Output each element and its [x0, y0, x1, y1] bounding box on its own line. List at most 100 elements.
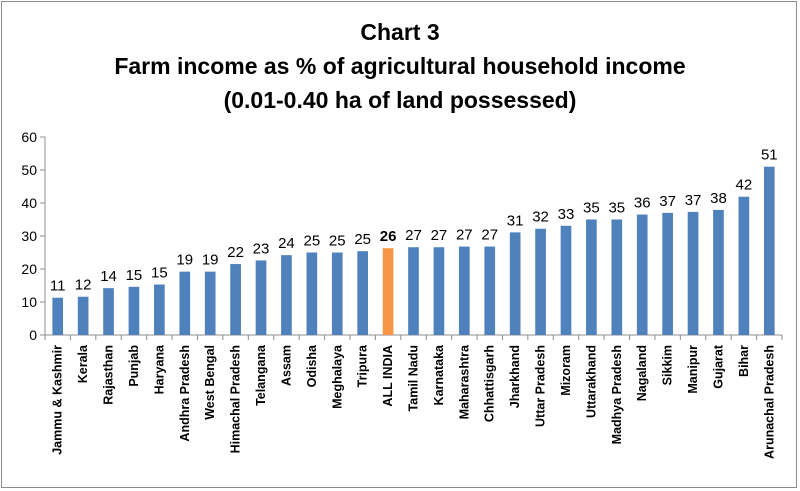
- y-axis: 0 10 20 30 40 50 60: [21, 129, 46, 343]
- bar: [484, 246, 496, 335]
- x-tick-label: Jammu & Kashmir: [51, 345, 65, 455]
- bar: [306, 252, 318, 335]
- x-tick-label: Kerala: [76, 344, 90, 383]
- x-tick-label: Himachal Pradesh: [229, 345, 243, 453]
- data-label: 19: [176, 252, 193, 269]
- x-tick-label: Tripura: [356, 344, 370, 387]
- x-tick-label: Tamil Nadu: [407, 345, 421, 411]
- x-tick-label: Meghalaya: [330, 344, 344, 409]
- bar: [179, 271, 191, 335]
- bar: [738, 196, 750, 335]
- x-tick-label: Bihar: [737, 345, 751, 377]
- chart-title-line-3: (0.01-0.40 ha of land possessed): [224, 87, 577, 113]
- x-tick-label: Mizoram: [559, 345, 573, 396]
- x-tick-label: Haryana: [152, 344, 166, 394]
- x-tick-label: Rajasthan: [102, 345, 116, 405]
- x-tick-label: Andhra Pradesh: [178, 345, 192, 442]
- data-label: 26: [380, 228, 397, 245]
- x-tick-label: Assam: [279, 345, 293, 386]
- x-tick-label: Nagaland: [635, 345, 649, 401]
- bar: [763, 166, 775, 335]
- data-label: 15: [126, 267, 143, 284]
- x-tick-label: Gujarat: [711, 344, 725, 389]
- x-tick-label: ALL INDIA: [381, 345, 395, 407]
- bar: [255, 260, 267, 335]
- x-tick-label: Telangana: [254, 344, 268, 406]
- bar: [281, 255, 292, 335]
- bar: [535, 228, 546, 335]
- y-tick-label: 20: [21, 261, 37, 277]
- data-label: 25: [354, 231, 371, 248]
- bar: [230, 264, 241, 335]
- chart-title-line-2: Farm income as % of agricultural househo…: [114, 53, 685, 79]
- bar: [560, 225, 572, 335]
- x-tick-label: Uttar Pradesh: [534, 345, 548, 427]
- x-tick-label: Sikkim: [661, 345, 675, 385]
- bar: [408, 247, 419, 335]
- bar: [77, 296, 89, 335]
- bars: [52, 166, 775, 335]
- y-tick-label: 40: [21, 195, 37, 211]
- data-label: 42: [736, 177, 753, 194]
- data-label: 37: [659, 193, 676, 210]
- bar: [382, 248, 394, 335]
- y-tick-label: 30: [21, 228, 37, 244]
- data-label: 32: [532, 209, 549, 226]
- data-label: 38: [710, 190, 727, 207]
- y-tick-label: 10: [21, 294, 37, 310]
- x-tick-label: West Bengal: [203, 345, 217, 420]
- data-label: 24: [278, 235, 295, 252]
- bar: [103, 288, 114, 335]
- data-label: 19: [202, 252, 219, 269]
- x-tick-label: Karnataka: [432, 344, 446, 405]
- x-tick-label: Chhattisgarh: [483, 345, 497, 422]
- data-label: 27: [481, 227, 498, 244]
- x-tick-label: Arunachal Pradesh: [762, 345, 776, 459]
- bar: [331, 252, 343, 335]
- bar: [713, 209, 724, 335]
- data-label: 25: [329, 233, 346, 250]
- bar: [52, 297, 64, 335]
- bar: [636, 214, 648, 335]
- data-label: 35: [608, 200, 625, 217]
- y-tick-label: 60: [21, 129, 37, 145]
- x-tick-label: Madhya Pradesh: [610, 345, 624, 444]
- data-label: 31: [507, 212, 524, 229]
- bar: [586, 219, 597, 335]
- bar: [611, 219, 623, 335]
- x-tick-label: Odisha: [305, 344, 319, 387]
- data-label: 51: [761, 147, 778, 164]
- bar: [357, 251, 369, 335]
- bar: [662, 212, 673, 335]
- x-tick-labels: Jammu & Kashmir Kerala Rajasthan Punjab Hary…: [51, 344, 777, 459]
- data-label: 35: [583, 200, 600, 217]
- data-label: 37: [685, 192, 702, 209]
- data-label: 14: [100, 268, 117, 285]
- bar: [204, 271, 216, 335]
- bar: [128, 286, 140, 335]
- data-labels: 11 12 14 15 15 19 19 22 23 24 25 25 25 26 27 27 27 27 31 32…: [50, 147, 778, 295]
- data-label: 27: [456, 227, 473, 244]
- x-tick-label: Maharashtra: [457, 344, 471, 419]
- data-label: 12: [75, 277, 92, 294]
- x-tick-label: Manipur: [686, 345, 700, 394]
- bar: [458, 246, 470, 335]
- data-label: 22: [227, 244, 244, 261]
- bar: [687, 211, 699, 335]
- bar: [509, 232, 521, 335]
- data-label: 23: [253, 240, 270, 257]
- chart-title-line-1: Chart 3: [360, 19, 439, 45]
- y-tick-label: 50: [21, 162, 37, 178]
- y-tick-label: 0: [29, 327, 37, 343]
- x-tick-label: Uttarakhand: [584, 345, 598, 418]
- bar: [154, 284, 165, 335]
- x-tick-label: Jharkhand: [508, 345, 522, 408]
- bar: [433, 247, 445, 335]
- chart-title: Chart 3 Farm income as % of agricultural…: [114, 19, 685, 113]
- data-label: 27: [405, 227, 422, 244]
- x-axis: [44, 334, 783, 340]
- data-label: 27: [431, 227, 448, 244]
- data-label: 15: [151, 265, 168, 282]
- data-label: 11: [50, 278, 66, 295]
